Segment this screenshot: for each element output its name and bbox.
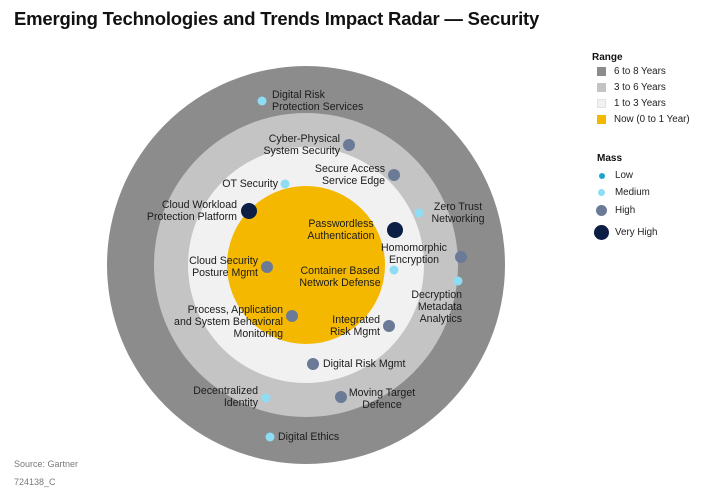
dot-high bbox=[596, 205, 607, 216]
page-title: Emerging Technologies and Trends Impact … bbox=[14, 8, 540, 29]
label-moving-target-defence: Moving Target Defence bbox=[342, 387, 422, 411]
dot-homomorphic-encryption[interactable] bbox=[455, 251, 467, 263]
label-cloud-workload-protection-platform: Cloud Workload Protection Platform bbox=[120, 199, 237, 223]
label-line: Service Edge bbox=[321, 175, 385, 187]
label-line: Cloud Workload bbox=[161, 199, 237, 211]
swatch-now bbox=[597, 115, 606, 124]
label-homomorphic-encryption: Homomorphic Encryption bbox=[370, 242, 458, 266]
label-decentralized-identity: Decentralized Identity bbox=[170, 385, 258, 409]
dot-cyber-physical-system-security[interactable] bbox=[343, 139, 355, 151]
legend-range-label: Now (0 to 1 Year) bbox=[614, 114, 690, 125]
dot-moving-target-defence[interactable] bbox=[335, 391, 347, 403]
label-line: Defence bbox=[362, 399, 402, 411]
label-line: Zero Trust bbox=[433, 201, 483, 213]
label-line: Analytics bbox=[419, 313, 462, 325]
label-integrated-risk-mgmt: Integrated Risk Mgmt bbox=[300, 314, 380, 338]
dot-decentralized-identity[interactable] bbox=[261, 393, 271, 403]
label-line: Cyber-Physical bbox=[268, 133, 340, 145]
label-container-based-network-defense: Container Based Network Defense bbox=[290, 265, 390, 289]
label-digital-risk-protection-services: Digital Risk Protection Services bbox=[272, 89, 363, 113]
legend-mass-high: High bbox=[596, 205, 636, 216]
dot-container-based-network-defense[interactable] bbox=[389, 265, 399, 275]
label-zero-trust-networking: Zero Trust Networking bbox=[418, 201, 498, 225]
label-line: Homomorphic bbox=[381, 242, 447, 254]
legend-range-3-to-6: 3 to 6 Years bbox=[597, 82, 666, 93]
legend-range-6-to-8: 6 to 8 Years bbox=[597, 66, 666, 77]
label-line: Metadata bbox=[417, 301, 462, 313]
label-line: Networking bbox=[431, 213, 485, 225]
label-line: Digital Risk bbox=[272, 89, 325, 101]
legend-range-label: 1 to 3 Years bbox=[614, 98, 666, 109]
label-line: Network Defense bbox=[299, 277, 381, 289]
label-line: OT Security bbox=[222, 178, 278, 190]
legend-range-1-to-3: 1 to 3 Years bbox=[597, 98, 666, 109]
label-passwordless-authentication: Passwordless Authentication bbox=[296, 218, 386, 242]
legend-range-title: Range bbox=[592, 52, 623, 63]
label-line: Risk Mgmt bbox=[329, 326, 380, 338]
label-cyber-physical-system-security: Cyber-Physical System Security bbox=[238, 133, 340, 157]
dot-cloud-workload-protection-platform[interactable] bbox=[241, 203, 257, 219]
label-line: Protection Platform bbox=[146, 211, 237, 223]
dot-medium bbox=[598, 189, 605, 196]
swatch-3-to-6 bbox=[597, 83, 606, 92]
dot-low bbox=[599, 172, 605, 179]
label-line: Secure Access bbox=[314, 163, 385, 175]
figure-id: 724138_C bbox=[14, 477, 56, 487]
dot-cloud-security-posture-mgmt[interactable] bbox=[261, 261, 273, 273]
source-note: Source: Gartner bbox=[14, 459, 79, 469]
label-line: Cloud Security bbox=[189, 255, 258, 267]
label-line: Decentralized bbox=[193, 385, 258, 397]
legend-mass-label: High bbox=[615, 205, 636, 216]
legend-mass-title: Mass bbox=[597, 153, 623, 164]
dot-zero-trust-networking[interactable] bbox=[414, 208, 424, 218]
dot-decryption-metadata-analytics[interactable] bbox=[453, 276, 463, 286]
dot-digital-ethics[interactable] bbox=[265, 432, 275, 442]
swatch-1-to-3 bbox=[597, 99, 606, 108]
label-line: Integrated bbox=[332, 314, 380, 326]
label-line: Passwordless bbox=[308, 218, 374, 230]
label-line: Decryption bbox=[411, 289, 462, 301]
label-line: Identity bbox=[223, 397, 258, 409]
legend-mass-low: Low bbox=[597, 170, 633, 181]
dot-very-high bbox=[594, 225, 609, 240]
legend-mass-very-high: Very High bbox=[594, 225, 658, 240]
label-line: Monitoring bbox=[233, 328, 283, 340]
label-line: Process, Application bbox=[187, 304, 283, 316]
label-line: Moving Target bbox=[348, 387, 416, 399]
label-cloud-security-posture-mgmt: Cloud Security Posture Mgmt bbox=[160, 255, 258, 279]
label-secure-access-service-edge: Secure Access Service Edge bbox=[300, 163, 385, 187]
legend-range-label: 3 to 6 Years bbox=[614, 82, 666, 93]
dot-process-application-monitoring[interactable] bbox=[286, 310, 298, 322]
dot-digital-risk-mgmt[interactable] bbox=[307, 358, 319, 370]
label-line: Encryption bbox=[388, 254, 440, 266]
dot-integrated-risk-mgmt[interactable] bbox=[383, 320, 395, 332]
legend-range-label: 6 to 8 Years bbox=[614, 66, 666, 77]
ring-now bbox=[227, 186, 385, 344]
label-digital-ethics: Digital Ethics bbox=[278, 431, 339, 443]
dot-ot-security[interactable] bbox=[280, 179, 290, 189]
dot-secure-access-service-edge[interactable] bbox=[388, 169, 400, 181]
label-ot-security: OT Security bbox=[200, 178, 278, 190]
label-process-application-monitoring: Process, Application and System Behavior… bbox=[150, 304, 283, 340]
swatch-6-to-8 bbox=[597, 67, 606, 76]
label-digital-risk-mgmt: Digital Risk Mgmt bbox=[323, 358, 405, 370]
label-line: System Security bbox=[263, 145, 340, 157]
label-line: Posture Mgmt bbox=[192, 267, 258, 279]
dot-digital-risk-protection-services[interactable] bbox=[257, 96, 267, 106]
label-line: Protection Services bbox=[272, 101, 364, 113]
label-line: Digital Risk Mgmt bbox=[323, 358, 406, 370]
label-line: and System Behavioral bbox=[174, 316, 283, 328]
label-line: Authentication bbox=[307, 230, 375, 242]
legend-mass-medium: Medium bbox=[597, 187, 650, 198]
legend-mass-label: Very High bbox=[615, 227, 658, 238]
legend-range-now: Now (0 to 1 Year) bbox=[597, 114, 690, 125]
legend-mass-label: Low bbox=[615, 170, 633, 181]
label-decryption-metadata-analytics: Decryption Metadata Analytics bbox=[380, 289, 462, 325]
label-line: Digital Ethics bbox=[278, 431, 340, 443]
dot-passwordless-authentication[interactable] bbox=[387, 222, 403, 238]
label-line: Container Based bbox=[300, 265, 380, 277]
legend-mass-label: Medium bbox=[615, 187, 650, 198]
